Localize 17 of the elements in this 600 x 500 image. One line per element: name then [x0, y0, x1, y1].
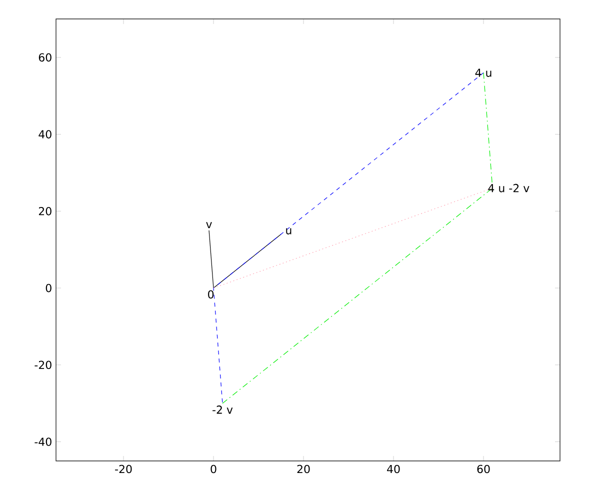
x-tick-label: 20: [297, 464, 310, 474]
annotation: v: [206, 222, 212, 228]
y-tick-label: -40: [34, 438, 52, 446]
annotation: u: [286, 228, 292, 234]
annotation: 4 u: [475, 68, 492, 77]
y-tick-label: 20: [38, 206, 52, 216]
y-tick-label: 40: [38, 130, 52, 138]
x-tick-label: -20: [115, 464, 132, 474]
annotation: 0: [208, 290, 214, 299]
y-tick-label: 60: [38, 53, 52, 62]
annotation: -2 v: [212, 406, 233, 414]
y-tick-label: -20: [34, 360, 52, 370]
x-tick-label: 40: [387, 464, 400, 474]
x-tick-label: 60: [477, 464, 490, 474]
x-tick-label: 0: [210, 464, 216, 474]
y-tick-label: 0: [46, 284, 52, 292]
annotation: 4 u -2 v: [488, 184, 530, 192]
